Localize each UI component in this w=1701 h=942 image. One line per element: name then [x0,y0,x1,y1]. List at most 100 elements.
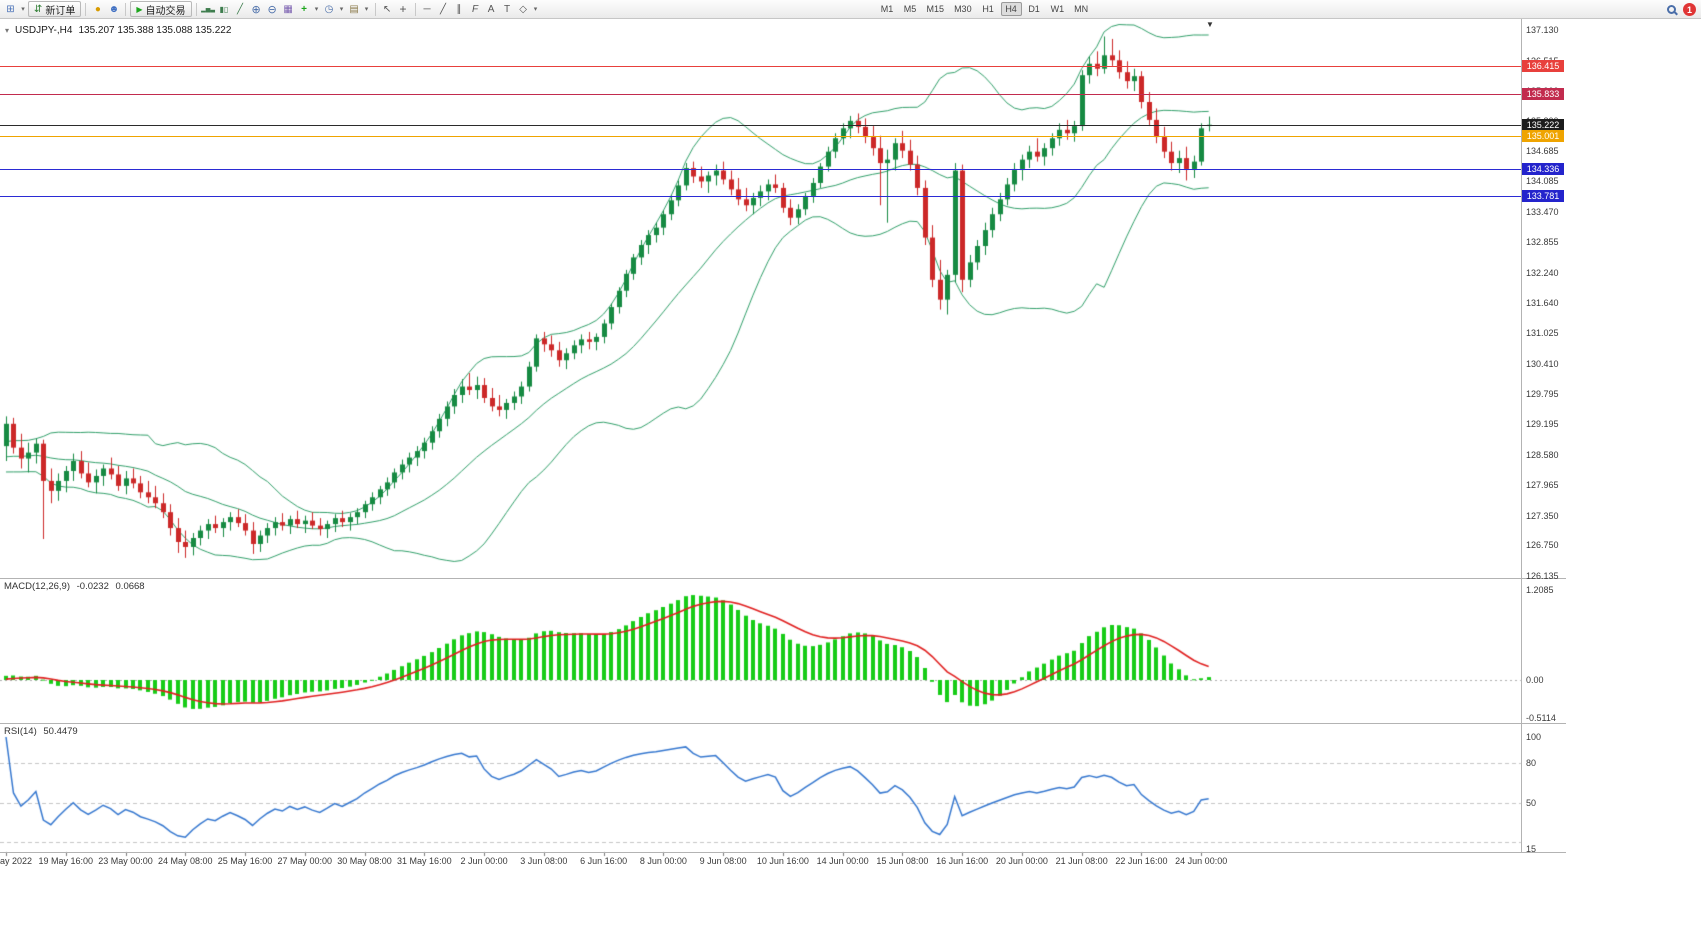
time-axis-label: 30 May 08:00 [337,856,392,866]
text-tool-icon[interactable]: A [487,3,495,15]
rsi-panel-resize-handle[interactable] [0,723,1566,724]
new-chart-dropdown-icon[interactable]: ▾ [21,6,25,13]
price-axis-label: 132.855 [1526,237,1559,248]
trendline-icon[interactable]: ╱ [440,3,447,15]
time-axis-label: 21 Jun 08:00 [1055,856,1108,866]
autotrade-label: 自动交易 [145,5,186,17]
time-axis-label: 6 Jun 16:00 [580,856,628,866]
macd-scale-max: 1.2085 [1526,584,1554,595]
timeframe-m5-button[interactable]: M5 [903,4,917,14]
chart-title: ▾ USDJPY-,H4 135.207 135.388 135.088 135… [5,25,231,36]
price-axis-label: 127.965 [1526,480,1559,491]
price-axis-label: 131.640 [1526,297,1559,308]
periods-icon[interactable]: ◷ [324,3,334,15]
periods-dropdown-icon[interactable]: ▾ [339,6,344,13]
price-axis-label: 126.750 [1526,540,1559,551]
price-line[interactable] [0,136,1521,137]
fibonacci-icon[interactable]: F [471,3,479,15]
order-arrows-icon: ⇵ [34,3,43,15]
macd-panel-resize-handle[interactable] [0,578,1566,579]
search-icon[interactable] [1667,5,1676,14]
price-line-label: 135.001 [1522,130,1564,142]
timeframe-w1-button[interactable]: W1 [1050,4,1065,14]
price-axis-label: 134.685 [1526,146,1559,157]
time-axis-label: 15 Jun 08:00 [876,856,929,866]
timeframe-d1-button[interactable]: D1 [1028,4,1040,14]
rsi-title: RSI(14) 50.4479 [4,726,78,737]
indicators-icon[interactable]: + [301,3,307,15]
horizontal-line-icon[interactable]: ─ [423,3,431,15]
crosshair-icon[interactable]: + [399,2,407,16]
new-order-label: 新订单 [45,5,76,17]
timeframe-mn-button[interactable]: MN [1074,4,1089,14]
time-axis-label: 16 Jun 16:00 [936,856,989,866]
zoom-in-icon[interactable]: ⊕ [251,3,261,16]
rsi-value: 50.4479 [43,726,78,737]
price-line[interactable] [0,125,1521,126]
cursor-icon[interactable]: ↖ [382,3,392,15]
toolbar-right-group: 1 [1667,3,1696,16]
line-chart-icon[interactable]: ╱ [237,3,244,15]
new-order-button[interactable]: ⇵ 新订单 [28,1,82,17]
price-line[interactable] [0,169,1521,170]
macd-value: -0.0232 [76,581,109,592]
timeframe-m30-button[interactable]: M30 [954,4,972,14]
bar-chart-icon[interactable]: ▂▅▃ [201,6,215,13]
price-line-label: 136.415 [1522,60,1564,72]
community-icon[interactable]: ☻ [108,3,120,15]
toolbar-separator [195,2,197,16]
notification-badge[interactable]: 1 [1683,3,1696,16]
time-axis-label: 9 Jun 08:00 [699,856,747,866]
price-axis-label: 129.795 [1526,389,1559,400]
channel-icon[interactable]: ∥ [456,3,462,15]
time-axis-label: 22 Jun 16:00 [1115,856,1168,866]
indicators-dropdown-icon[interactable]: ▾ [314,6,319,13]
time-axis-label: 14 Jun 00:00 [816,856,869,866]
time-axis-separator [0,852,1566,853]
chart-shift-marker[interactable]: ▼ [1206,20,1214,29]
tile-windows-icon[interactable]: ▦ [283,3,293,15]
time-axis-label: 18 May 2022 [0,856,33,866]
rsi-name: RSI(14) [4,726,37,737]
time-axis-label: 20 Jun 00:00 [995,856,1048,866]
timeframe-m1-button[interactable]: M1 [880,4,894,14]
price-axis-label: 126.135 [1526,571,1559,581]
rsi-scale-label: 50 [1526,797,1537,808]
templates-dropdown-icon[interactable]: ▾ [364,6,369,13]
candlestick-chart-icon[interactable]: ▮▯ [219,4,229,14]
time-axis-label: 24 Jun 00:00 [1175,856,1228,866]
toolbar-separator [125,2,127,16]
rsi-scale-label: 15 [1526,844,1537,855]
symbol-period-label: USDJPY-,H4 [15,25,73,36]
new-chart-icon[interactable]: ⊞ [6,3,15,15]
chart-context-menu-icon[interactable]: ▾ [5,26,10,35]
timeframe-m15-button[interactable]: M15 [926,4,945,14]
price-axis-separator [1521,19,1522,852]
timeframe-h1-button[interactable]: H1 [982,4,994,14]
time-axis-label: 19 May 16:00 [38,856,94,866]
timeframe-h4-button[interactable]: H4 [1000,2,1022,16]
shapes-dropdown-icon[interactable]: ▾ [533,6,538,13]
time-axis-label: 23 May 00:00 [98,856,153,866]
price-line[interactable] [0,94,1521,95]
time-axis-label: 24 May 08:00 [157,856,213,866]
autotrade-button[interactable]: ▶ 自动交易 [130,1,192,17]
macd-title: MACD(12,26,9) -0.0232 0.0668 [4,581,145,592]
price-line[interactable] [0,196,1521,197]
price-line[interactable] [0,66,1521,67]
toolbar-separator [85,2,87,16]
shapes-icon[interactable]: ◇ [519,3,527,15]
label-tool-icon[interactable]: T [503,3,511,15]
price-axis-label: 129.195 [1526,419,1559,430]
history-center-icon[interactable]: ● [94,3,101,15]
zoom-out-icon[interactable]: ⊖ [267,3,277,16]
price-axis-label: 132.240 [1526,267,1559,278]
autotrade-play-icon: ▶ [136,4,143,14]
time-axis-label: 31 May 16:00 [397,856,452,866]
macd-name: MACD(12,26,9) [4,581,70,592]
macd-scale-zero: 0.00 [1526,675,1544,685]
templates-icon[interactable]: ▤ [349,3,359,15]
